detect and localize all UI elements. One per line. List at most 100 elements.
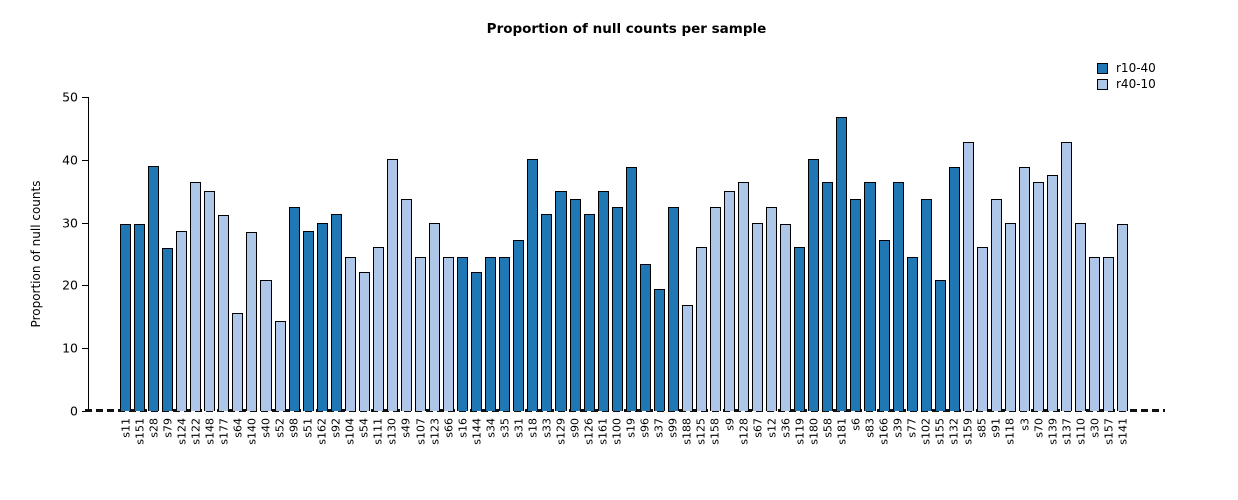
x-tick-label: s177 xyxy=(217,418,231,445)
x-tick-label: s110 xyxy=(1074,418,1088,445)
y-tick-mark xyxy=(82,159,88,161)
bar-slot: s118 xyxy=(1004,97,1017,445)
bar-s31 xyxy=(513,239,525,411)
bar-s16 xyxy=(457,256,469,411)
bar-s3 xyxy=(1019,166,1031,411)
x-tick-label: s83 xyxy=(863,418,877,438)
bar-s144 xyxy=(471,272,483,411)
bar-s181 xyxy=(836,117,848,411)
bar-slot: s125 xyxy=(695,97,708,445)
x-tick-label: s49 xyxy=(399,418,413,438)
x-tick-label: s51 xyxy=(301,418,315,438)
x-tick-label: s91 xyxy=(989,418,1003,438)
x-tick-label: s31 xyxy=(512,418,526,438)
bar-slot: s52 xyxy=(274,97,287,438)
bar-s177 xyxy=(218,215,230,411)
bar-s66 xyxy=(443,256,455,411)
bar-slot: s70 xyxy=(1032,97,1045,438)
x-tick-label: s141 xyxy=(1116,418,1130,445)
y-axis-line xyxy=(88,97,89,411)
bar-slot: s119 xyxy=(793,97,806,445)
x-tick-label: s90 xyxy=(568,418,582,438)
bar-s9 xyxy=(724,191,736,411)
bars-container: s11 s151 s28 s79 s124 s122 s148 s177 s64 s140 s40 s… xyxy=(119,97,1129,445)
bar-slot: s159 xyxy=(962,97,975,445)
x-tick-label: s118 xyxy=(1003,418,1017,445)
bar-s128 xyxy=(738,182,750,411)
bar-s111 xyxy=(372,247,384,411)
bar-s85 xyxy=(976,247,988,411)
bar-s132 xyxy=(948,166,960,411)
legend-item: r40-10 xyxy=(1097,76,1156,92)
bar-slot: s12 xyxy=(765,97,778,438)
bar-slot: s177 xyxy=(217,97,230,445)
bar-slot: s49 xyxy=(400,97,413,438)
x-tick-label: s9 xyxy=(723,418,737,431)
x-tick-label: s52 xyxy=(273,418,287,438)
x-tick-label: s100 xyxy=(610,418,624,445)
bar-s49 xyxy=(400,198,412,411)
bar-s91 xyxy=(990,198,1002,411)
bar-s140 xyxy=(246,232,258,411)
x-tick-label: s124 xyxy=(175,418,189,445)
y-tick-mark xyxy=(82,222,88,224)
bar-slot: s33 xyxy=(540,97,553,438)
bar-slot: s79 xyxy=(161,97,174,438)
bar-slot: s9 xyxy=(723,97,736,431)
bar-s33 xyxy=(541,214,553,411)
x-tick-label: s96 xyxy=(638,418,652,438)
bar-slot: s16 xyxy=(456,97,469,438)
bar-slot: s37 xyxy=(653,97,666,438)
x-tick-label: s132 xyxy=(947,418,961,445)
x-tick-label: s159 xyxy=(961,418,975,445)
bar-slot: s64 xyxy=(231,97,244,438)
bar-slot: s181 xyxy=(835,97,848,445)
bar-s64 xyxy=(232,313,244,411)
bar-slot: s77 xyxy=(906,97,919,438)
bar-s6 xyxy=(850,198,862,411)
x-tick-label: s16 xyxy=(456,418,470,438)
legend: r10-40 r40-10 xyxy=(1097,60,1156,92)
bar-slot: s151 xyxy=(133,97,146,445)
legend-item: r10-40 xyxy=(1097,60,1156,76)
bar-s36 xyxy=(780,223,792,411)
bar-s99 xyxy=(667,206,679,411)
bar-s162 xyxy=(316,223,328,411)
bar-s100 xyxy=(611,206,623,411)
y-tick-mark xyxy=(82,348,88,350)
bar-slot: s122 xyxy=(189,97,202,445)
x-tick-label: s18 xyxy=(526,418,540,438)
x-tick-label: s40 xyxy=(259,418,273,438)
x-tick-label: s151 xyxy=(133,418,147,445)
bar-s19 xyxy=(625,166,637,411)
bar-slot: s19 xyxy=(625,97,638,438)
x-tick-label: s30 xyxy=(1088,418,1102,438)
x-tick-label: s128 xyxy=(737,418,751,445)
x-tick-label: s104 xyxy=(343,418,357,445)
bar-s157 xyxy=(1103,256,1115,411)
bar-slot: s162 xyxy=(316,97,329,445)
y-tick-mark xyxy=(82,285,88,287)
bar-slot: s111 xyxy=(372,97,385,445)
x-tick-label: s125 xyxy=(694,418,708,445)
bar-slot: s166 xyxy=(878,97,891,445)
y-tick-label: 30 xyxy=(62,215,78,231)
bar-s130 xyxy=(386,158,398,411)
x-tick-label: s111 xyxy=(371,418,385,445)
bar-slot: s140 xyxy=(245,97,258,445)
x-tick-label: s35 xyxy=(498,418,512,438)
x-tick-label: s66 xyxy=(442,418,456,438)
x-tick-label: s162 xyxy=(315,418,329,445)
bar-slot: s123 xyxy=(428,97,441,445)
bar-slot: s188 xyxy=(681,97,694,445)
bar-slot: s18 xyxy=(526,97,539,438)
x-tick-label: s140 xyxy=(245,418,259,445)
zero-baseline-dashed-line xyxy=(85,409,1165,412)
x-tick-label: s34 xyxy=(484,418,498,438)
x-tick-label: s139 xyxy=(1046,418,1060,445)
x-tick-label: s180 xyxy=(807,418,821,445)
bar-slot: s132 xyxy=(948,97,961,445)
bar-slot: s148 xyxy=(203,97,216,445)
bar-s90 xyxy=(569,198,581,411)
